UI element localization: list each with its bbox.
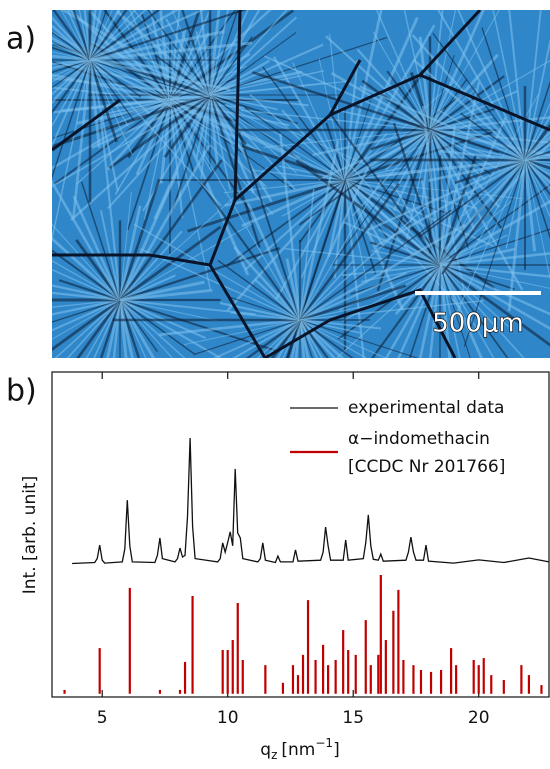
legend-label: experimental data	[348, 398, 504, 418]
page: {"panel_a": {"label": "a)", "scale_bar_l…	[0, 0, 550, 769]
axes-box	[52, 372, 549, 697]
x-tick-label: 15	[342, 708, 364, 728]
panel-label: a)	[6, 22, 36, 57]
x-tick-label: 5	[97, 708, 108, 728]
x-label-base: q	[260, 740, 271, 760]
x-tick-label: 20	[468, 708, 490, 728]
micrograph	[0, 0, 550, 497]
x-tick-label: 10	[217, 708, 239, 728]
panel-label: b)	[6, 374, 37, 409]
scale-bar	[415, 291, 541, 295]
y-axis-label: Int. [arb. unit]	[20, 476, 40, 594]
scale-bar-label: 500μm	[432, 309, 524, 339]
x-label-unit: [nm	[281, 740, 315, 760]
x-axis-label: qz [nm−1]	[260, 736, 339, 762]
x-label-close: ]	[333, 740, 340, 760]
legend-label: α−indomethacin	[348, 429, 490, 449]
x-label-sup: −1	[315, 736, 333, 750]
figure: a) 500μm b) Int. [arb. unit] qz [nm−1] 5 1…	[0, 0, 550, 769]
x-label-sub: z	[271, 748, 277, 762]
legend-label: [CCDC Nr 201766]	[348, 457, 505, 477]
